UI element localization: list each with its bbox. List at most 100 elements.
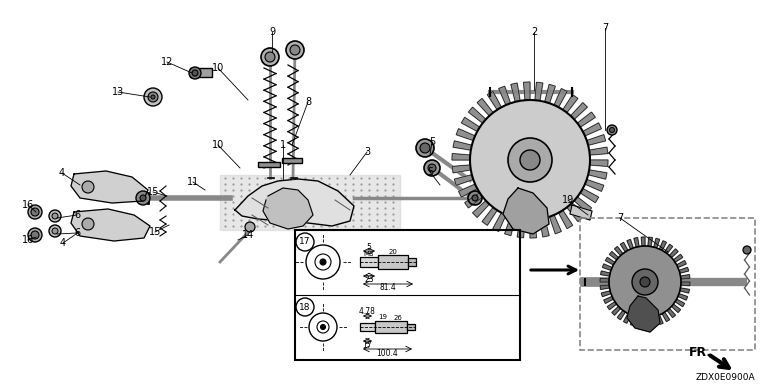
Circle shape — [416, 139, 434, 157]
Circle shape — [320, 324, 326, 329]
Bar — [282, 158, 302, 163]
Polygon shape — [634, 238, 639, 247]
Polygon shape — [554, 89, 567, 107]
Text: 6: 6 — [74, 210, 80, 220]
Polygon shape — [680, 288, 690, 293]
Polygon shape — [645, 318, 649, 327]
Polygon shape — [651, 317, 656, 326]
Text: 4.78: 4.78 — [359, 308, 376, 316]
Polygon shape — [612, 306, 621, 315]
Text: ZDX0E0900A: ZDX0E0900A — [695, 374, 755, 382]
Circle shape — [192, 70, 198, 76]
Circle shape — [151, 95, 155, 99]
Text: 17: 17 — [300, 237, 311, 247]
Circle shape — [290, 45, 300, 55]
Polygon shape — [570, 205, 592, 220]
Polygon shape — [524, 82, 530, 100]
Circle shape — [82, 218, 94, 230]
Text: 7: 7 — [602, 23, 608, 33]
Polygon shape — [220, 175, 400, 230]
Circle shape — [52, 228, 58, 234]
Polygon shape — [600, 278, 609, 282]
Text: 6: 6 — [74, 228, 80, 238]
Text: 17: 17 — [362, 341, 372, 349]
Bar — [190, 68, 212, 77]
Text: 11: 11 — [187, 177, 199, 187]
Polygon shape — [567, 204, 583, 222]
Circle shape — [52, 213, 58, 219]
Text: 20: 20 — [389, 249, 397, 255]
Bar — [408, 258, 416, 266]
Circle shape — [609, 246, 681, 318]
Text: 19: 19 — [379, 314, 388, 320]
Polygon shape — [535, 82, 543, 101]
Polygon shape — [621, 242, 628, 252]
Polygon shape — [664, 244, 673, 253]
Polygon shape — [607, 302, 617, 310]
Text: 7: 7 — [617, 213, 623, 223]
Polygon shape — [235, 179, 354, 226]
Polygon shape — [589, 147, 607, 155]
Polygon shape — [571, 103, 588, 119]
Circle shape — [508, 138, 552, 182]
Bar — [580, 218, 755, 350]
Text: 19: 19 — [562, 195, 574, 205]
Polygon shape — [472, 200, 489, 217]
Text: 15: 15 — [149, 227, 161, 237]
Polygon shape — [601, 271, 610, 276]
Polygon shape — [654, 238, 660, 248]
Text: 14: 14 — [242, 230, 254, 240]
Polygon shape — [610, 252, 618, 260]
Polygon shape — [462, 118, 480, 131]
Text: 1: 1 — [280, 140, 286, 150]
Polygon shape — [452, 154, 470, 160]
Polygon shape — [670, 249, 678, 258]
Polygon shape — [468, 107, 486, 123]
Circle shape — [632, 269, 658, 295]
Polygon shape — [477, 98, 493, 116]
Circle shape — [148, 92, 158, 102]
Text: 4: 4 — [60, 238, 66, 248]
Circle shape — [607, 125, 617, 135]
Text: 4: 4 — [59, 168, 65, 178]
Circle shape — [31, 208, 39, 216]
Circle shape — [31, 231, 39, 239]
Polygon shape — [549, 215, 561, 234]
Circle shape — [245, 222, 255, 232]
Circle shape — [468, 191, 482, 205]
Text: 5: 5 — [427, 167, 433, 177]
Circle shape — [49, 225, 61, 237]
Circle shape — [420, 143, 430, 153]
Circle shape — [28, 205, 42, 219]
Polygon shape — [540, 218, 549, 237]
Polygon shape — [604, 296, 614, 303]
Polygon shape — [465, 193, 482, 208]
Polygon shape — [678, 294, 687, 300]
Bar — [295, 230, 520, 360]
Polygon shape — [600, 285, 610, 290]
Polygon shape — [614, 247, 623, 255]
Polygon shape — [585, 179, 604, 191]
Circle shape — [136, 191, 150, 205]
Polygon shape — [648, 237, 652, 247]
Text: 10: 10 — [212, 140, 224, 150]
Polygon shape — [675, 299, 684, 306]
Circle shape — [428, 164, 436, 172]
Circle shape — [28, 228, 42, 242]
Polygon shape — [558, 210, 573, 228]
Circle shape — [82, 181, 94, 193]
Polygon shape — [631, 316, 636, 326]
Circle shape — [424, 160, 440, 176]
Polygon shape — [674, 254, 683, 262]
Polygon shape — [657, 315, 663, 324]
Polygon shape — [637, 318, 642, 327]
Bar — [360, 323, 375, 331]
Polygon shape — [627, 240, 634, 249]
Text: 9: 9 — [269, 27, 275, 37]
Text: 81.4: 81.4 — [379, 283, 396, 293]
Polygon shape — [590, 160, 608, 166]
Circle shape — [610, 127, 614, 132]
Polygon shape — [581, 189, 598, 203]
Bar — [378, 255, 408, 269]
Text: 5: 5 — [366, 243, 372, 252]
